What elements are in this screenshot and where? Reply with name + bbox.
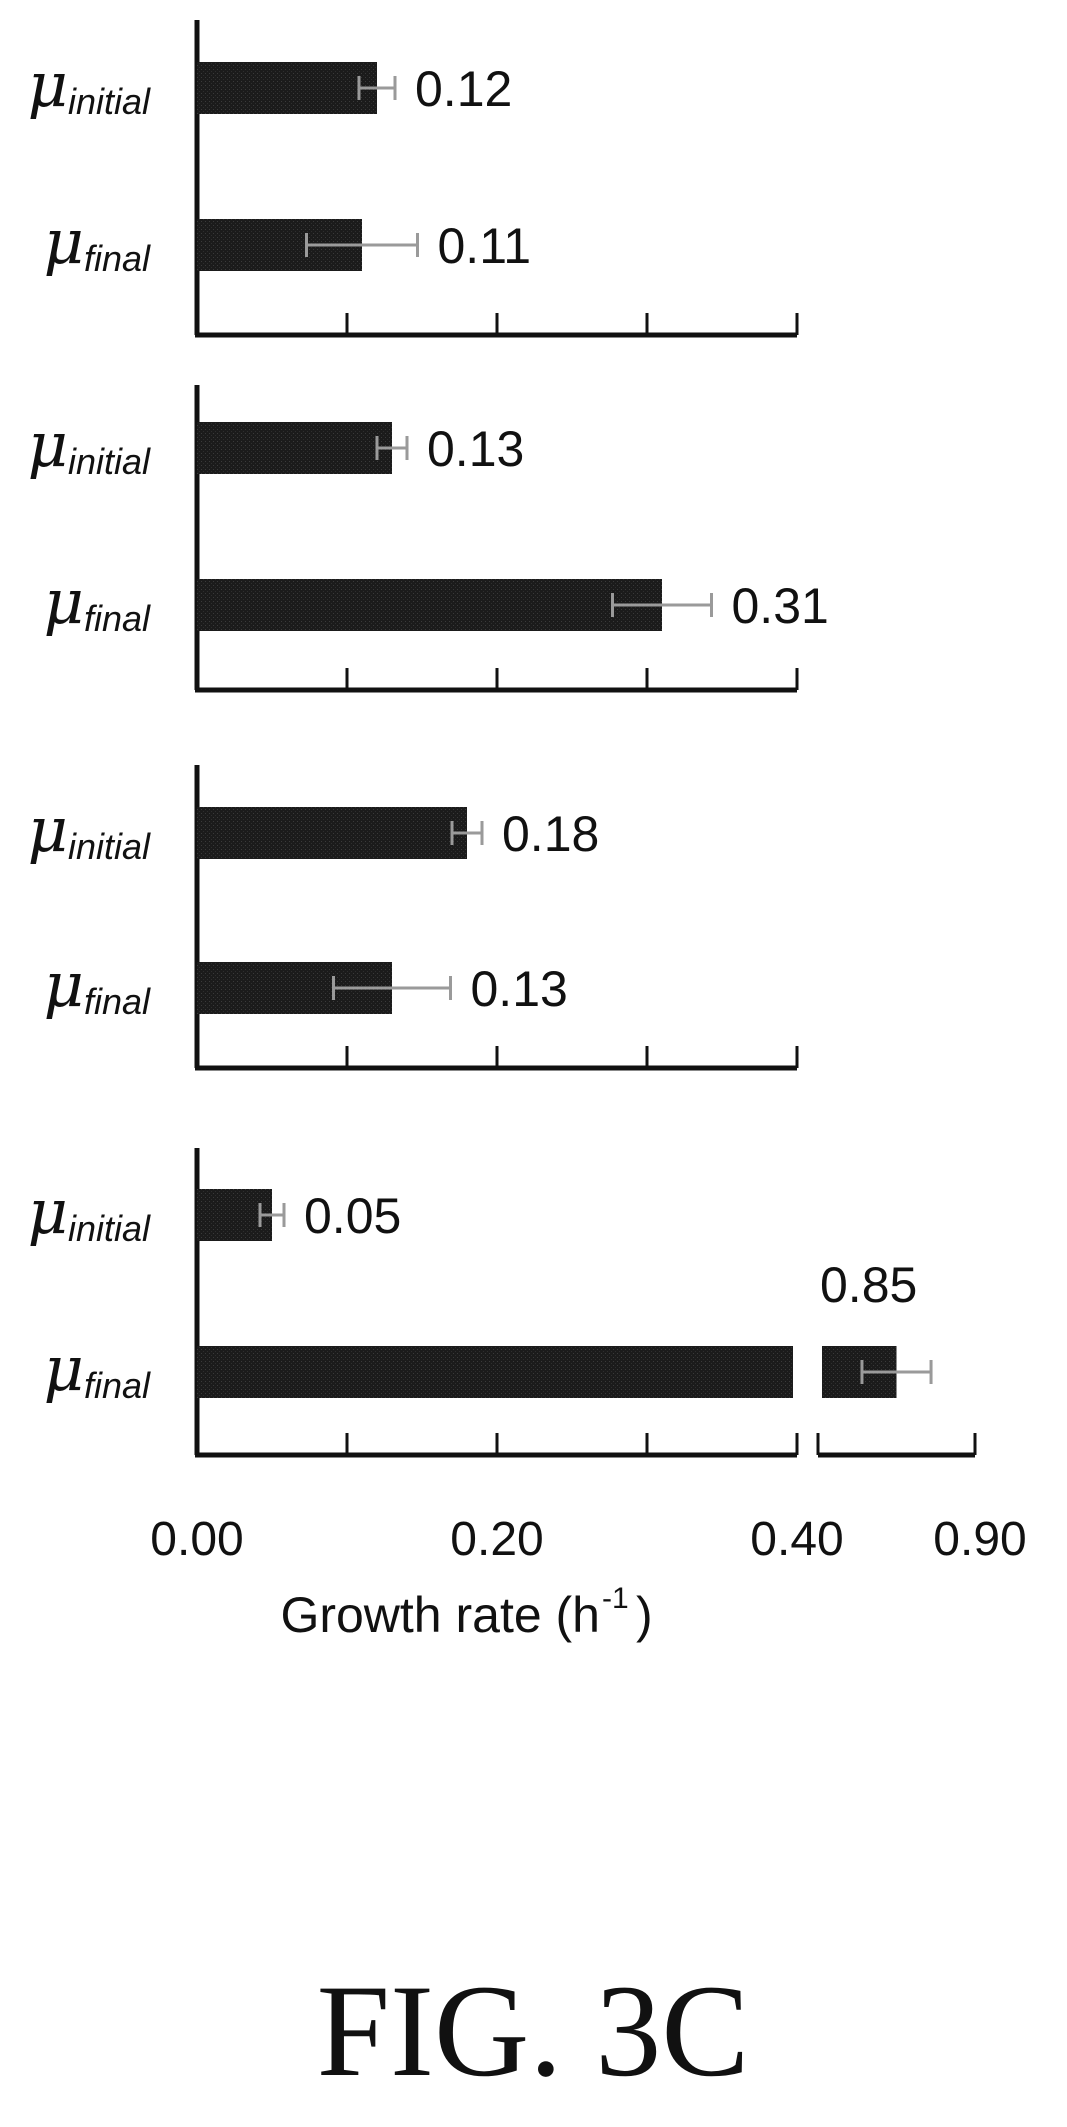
category-symbol: μ <box>44 1332 84 1405</box>
category-symbol: μ <box>28 408 68 481</box>
category-subscript: initial <box>68 826 151 867</box>
data-label: 0.13 <box>427 421 524 477</box>
data-label: 0.18 <box>502 806 599 862</box>
bar <box>197 1346 793 1398</box>
data-label: 0.31 <box>732 578 829 634</box>
category-symbol: μ <box>28 1175 68 1248</box>
bar <box>197 807 467 859</box>
category-label-initial: μinitial <box>28 793 151 867</box>
category-label-initial: μinitial <box>28 408 151 482</box>
x-axis-title: Growth rate (h -1 ) <box>280 1582 652 1643</box>
x-tick-label: 0.40 <box>750 1513 843 1566</box>
x-axis-title-suffix: ) <box>636 1587 653 1643</box>
category-symbol: μ <box>28 48 68 121</box>
category-symbol: μ <box>44 948 84 1021</box>
bar <box>197 62 377 114</box>
data-label: 0.05 <box>304 1188 401 1244</box>
category-subscript: final <box>84 981 151 1022</box>
category-subscript: initial <box>68 1208 151 1249</box>
category-subscript: final <box>84 1365 151 1406</box>
data-label: 0.85 <box>820 1257 917 1313</box>
category-subscript: final <box>84 238 151 279</box>
category-subscript: final <box>84 598 151 639</box>
category-label-initial: μinitial <box>28 1175 151 1249</box>
category-label-final: μfinal <box>44 948 151 1022</box>
x-axis-title-text: Growth rate (h <box>280 1587 600 1643</box>
category-subscript: initial <box>68 81 151 122</box>
data-label: 0.12 <box>415 61 512 117</box>
data-label: 0.11 <box>438 218 532 274</box>
figure-label: FIG. 3C <box>317 1957 750 2104</box>
data-label: 0.13 <box>471 961 568 1017</box>
category-label-final: μfinal <box>44 565 151 639</box>
x-tick-label: 0.20 <box>450 1513 543 1566</box>
category-label-final: μfinal <box>44 205 151 279</box>
category-label-final: μfinal <box>44 1332 151 1406</box>
category-symbol: μ <box>44 205 84 278</box>
bar <box>197 422 392 474</box>
category-symbol: μ <box>44 565 84 638</box>
category-subscript: initial <box>68 441 151 482</box>
x-axis-title-superscript: -1 <box>602 1582 629 1615</box>
category-symbol: μ <box>28 793 68 866</box>
x-tick-label: 0.90 <box>933 1513 1026 1566</box>
category-label-initial: μinitial <box>28 48 151 122</box>
x-tick-label: 0.00 <box>150 1513 243 1566</box>
bar <box>197 579 662 631</box>
